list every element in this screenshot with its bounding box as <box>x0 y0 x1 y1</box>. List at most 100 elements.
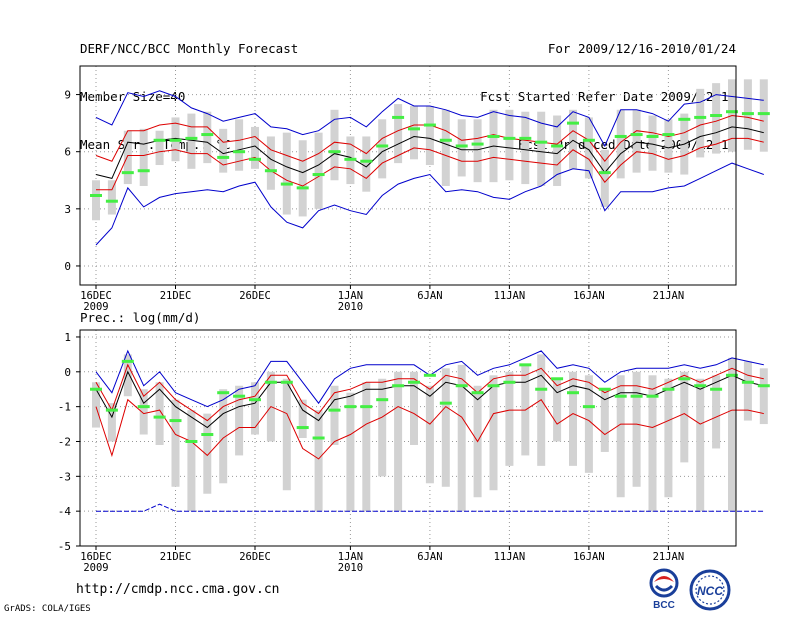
plot-frame <box>79 329 737 547</box>
precip-title: Prec.: log(mm/d) <box>80 310 200 325</box>
median-marker <box>439 138 452 142</box>
median-marker <box>519 363 532 367</box>
median-marker <box>582 405 595 409</box>
series-line <box>95 90 764 148</box>
spread-box <box>92 180 100 221</box>
median-marker <box>280 182 293 186</box>
median-marker <box>694 115 707 119</box>
x-tick-label: 21JAN <box>653 290 685 302</box>
chart-title: DERF/NCC/BCC Monthly Forecast <box>80 41 299 56</box>
median-marker <box>217 391 230 395</box>
x-tick-year: 2010 <box>338 301 363 313</box>
median-marker <box>201 433 214 437</box>
median-marker <box>121 359 134 363</box>
spread-box <box>616 375 625 498</box>
series-line <box>95 363 764 422</box>
spread-box <box>314 132 323 209</box>
spread-box <box>378 378 387 477</box>
x-tick-label: 21DEC <box>160 290 192 302</box>
spread-box <box>155 382 164 445</box>
x-tick-year: 2009 <box>83 301 108 313</box>
median-marker <box>535 387 548 391</box>
spread-box <box>505 371 514 466</box>
y-tick-label: -5 <box>58 540 71 553</box>
spread-box <box>759 368 768 425</box>
spread-box <box>346 392 355 512</box>
x-tick-label: 11JAN <box>494 290 526 302</box>
median-marker <box>233 150 246 154</box>
spread-box <box>743 361 752 421</box>
spread-box <box>584 375 593 473</box>
median-marker <box>471 391 484 395</box>
x-tick-label: 21JAN <box>653 551 685 563</box>
median-marker <box>567 391 579 395</box>
median-marker <box>312 436 325 440</box>
spread-box <box>632 371 641 487</box>
spread-box <box>521 111 530 185</box>
median-marker <box>614 134 627 138</box>
spread-box <box>473 119 482 183</box>
spread-box <box>235 385 244 456</box>
spread-box <box>457 119 466 177</box>
median-marker <box>598 387 611 391</box>
spread-box <box>298 399 307 438</box>
median-marker <box>408 380 420 384</box>
median-marker <box>153 415 166 419</box>
median-marker <box>487 134 500 138</box>
median-marker <box>646 394 659 398</box>
x-tick-year: 2009 <box>83 562 108 574</box>
median-marker <box>360 159 373 163</box>
x-tick-label: 26DEC <box>239 290 271 302</box>
y-tick-label: -1 <box>58 401 71 414</box>
median-marker <box>678 117 691 121</box>
y-tick-label: 0 <box>64 260 71 273</box>
spread-box <box>537 111 546 186</box>
median-marker <box>328 150 341 154</box>
spread-box <box>298 140 307 217</box>
x-tick-label: 6JAN <box>417 551 442 563</box>
spread-box <box>584 117 593 179</box>
x-tick-label: 6JAN <box>417 290 442 302</box>
spread-box <box>553 115 562 186</box>
spread-box <box>219 389 228 484</box>
median-marker <box>249 398 261 402</box>
y-tick-label: -4 <box>58 505 72 518</box>
median-marker <box>455 144 468 148</box>
median-marker <box>153 138 166 142</box>
median-marker <box>551 144 564 148</box>
y-tick-label: 6 <box>64 146 71 159</box>
x-tick-label: 16DEC <box>80 551 112 563</box>
ncc-logo-text: NCC <box>697 584 723 598</box>
median-marker <box>630 133 643 137</box>
median-marker <box>567 121 579 125</box>
x-tick-label: 16JAN <box>573 551 605 563</box>
spread-box <box>410 105 418 160</box>
median-marker <box>519 136 532 140</box>
spread-box <box>648 115 657 171</box>
spread-box <box>696 378 705 512</box>
median-marker <box>535 140 548 144</box>
spread-box <box>107 180 116 215</box>
spread-box <box>569 109 577 169</box>
median-marker <box>137 169 150 173</box>
median-marker <box>233 394 246 398</box>
spread-box <box>235 119 244 171</box>
median-marker <box>296 186 309 190</box>
median-marker <box>169 419 182 423</box>
median-marker <box>471 142 484 146</box>
x-tick-label: 11JAN <box>494 551 526 563</box>
median-marker <box>678 377 691 381</box>
y-tick-label: 1 <box>64 331 71 344</box>
median-marker <box>392 115 405 119</box>
median-marker <box>90 193 102 197</box>
footer-url[interactable]: http://cmdp.ncc.cma.gov.cn <box>76 582 280 597</box>
spread-box <box>155 130 164 166</box>
x-tick-label: 21DEC <box>160 551 192 563</box>
median-marker <box>726 373 738 377</box>
median-marker <box>280 380 293 384</box>
spread-box <box>600 149 609 207</box>
median-marker <box>90 387 102 391</box>
